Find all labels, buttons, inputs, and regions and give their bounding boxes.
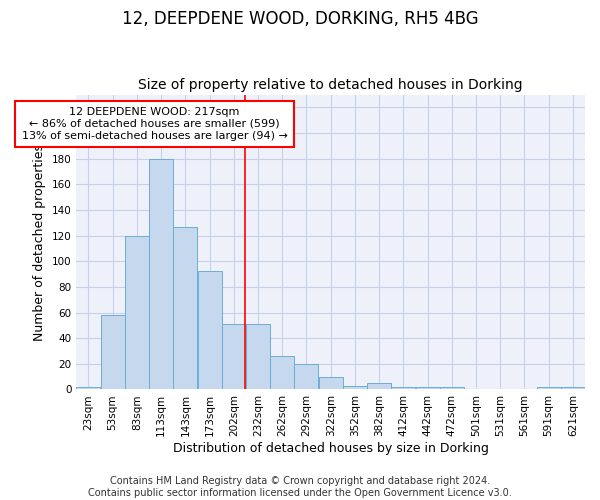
Bar [149,158,173,390]
Bar [295,364,319,390]
Bar [561,387,585,390]
Bar [367,383,391,390]
X-axis label: Distribution of detached houses by size in Dorking: Distribution of detached houses by size … [173,442,488,455]
Bar [536,387,560,390]
Bar [222,324,246,390]
Bar [246,324,270,390]
Y-axis label: Number of detached properties: Number of detached properties [33,144,46,340]
Bar [343,386,367,390]
Title: Size of property relative to detached houses in Dorking: Size of property relative to detached ho… [139,78,523,92]
Text: Contains HM Land Registry data © Crown copyright and database right 2024.
Contai: Contains HM Land Registry data © Crown c… [88,476,512,498]
Bar [391,387,415,390]
Bar [319,376,343,390]
Bar [440,387,464,390]
Text: 12 DEEPDENE WOOD: 217sqm
← 86% of detached houses are smaller (599)
13% of semi-: 12 DEEPDENE WOOD: 217sqm ← 86% of detach… [22,108,287,140]
Bar [76,387,100,390]
Bar [270,356,294,390]
Bar [197,272,221,390]
Bar [101,315,125,390]
Bar [416,387,440,390]
Bar [125,236,149,390]
Text: 12, DEEPDENE WOOD, DORKING, RH5 4BG: 12, DEEPDENE WOOD, DORKING, RH5 4BG [122,10,478,28]
Bar [173,226,197,390]
